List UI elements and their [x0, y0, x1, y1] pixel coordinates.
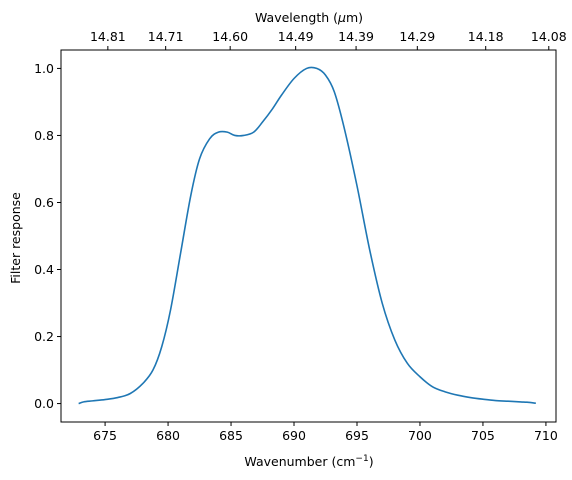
y-tick-label: 0.0: [34, 396, 54, 411]
y-tick-label: 1.0: [34, 61, 54, 76]
x-tick-label: 690: [282, 428, 306, 443]
top-x-tick-label: 14.81: [90, 29, 126, 44]
plot-area: [60, 49, 557, 423]
x-tick-label: 685: [219, 428, 243, 443]
x-tick-label: 695: [345, 428, 369, 443]
y-axis: 0.0 0.2 0.4 0.6 0.8 1.0: [34, 61, 61, 411]
top-x-tick-label: 14.18: [468, 29, 504, 44]
x-tick-label: 675: [93, 428, 117, 443]
x-tick-label: 700: [408, 428, 432, 443]
y-axis-label: Filter response: [8, 192, 23, 284]
top-x-tick-label: 14.71: [148, 29, 184, 44]
top-x-axis-label-text: Wavelength (: [255, 10, 338, 25]
x-axis-label: Wavenumber (cm−1): [244, 454, 373, 469]
filter-response-line: [78, 66, 536, 405]
y-tick-label: 0.8: [34, 128, 54, 143]
top-x-axis: 14.81 14.71 14.60 14.49 14.39 14.29 14.18 14.08: [90, 29, 567, 50]
x-tick-label: 680: [156, 428, 180, 443]
y-tick-label: 0.6: [34, 195, 54, 210]
top-x-axis-label-close: m): [346, 10, 363, 25]
bottom-x-axis: 675 680 685 690 695 700 705 710: [93, 422, 558, 443]
x-axis-label-close: ): [369, 454, 374, 469]
top-x-axis-label: Wavelength (μm): [255, 10, 363, 25]
x-axis-label-text: Wavenumber (cm: [244, 454, 355, 469]
top-x-tick-label: 14.08: [531, 29, 567, 44]
y-tick-label: 0.4: [34, 262, 54, 277]
top-x-tick-label: 14.49: [278, 29, 314, 44]
top-x-axis-label-greek: μ: [337, 10, 346, 25]
x-axis-label-superscript: −1: [355, 454, 368, 464]
y-tick-label: 0.2: [34, 329, 54, 344]
x-tick-label: 710: [534, 428, 558, 443]
top-x-tick-label: 14.60: [212, 29, 248, 44]
top-x-tick-label: 14.29: [399, 29, 435, 44]
plot-frame: [60, 49, 557, 423]
top-x-tick-label: 14.39: [338, 29, 374, 44]
x-tick-label: 705: [471, 428, 495, 443]
